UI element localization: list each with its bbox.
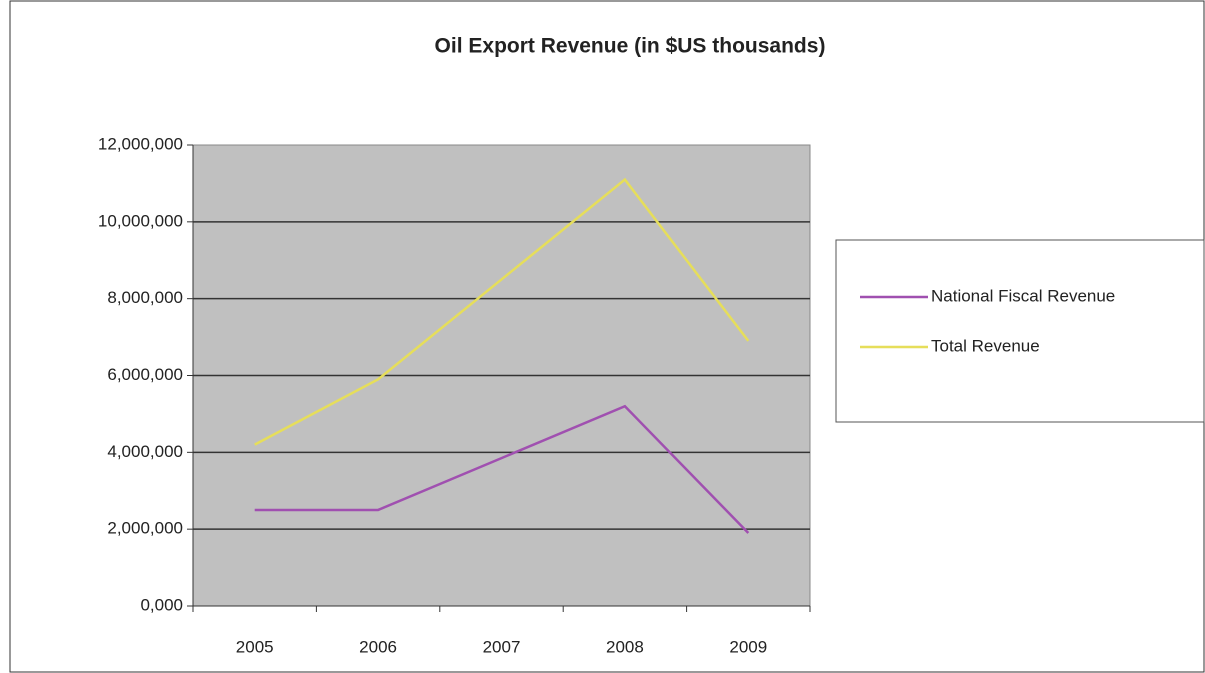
x-tick-label: 2005 bbox=[236, 637, 274, 656]
legend-label: National Fiscal Revenue bbox=[931, 286, 1115, 305]
y-tick-label: 2,000,000 bbox=[107, 519, 183, 538]
legend-box bbox=[835, 239, 1205, 423]
chart-title: Oil Export Revenue (in $US thousands) bbox=[435, 35, 826, 58]
y-tick-label: 10,000,000 bbox=[98, 211, 183, 230]
y-tick-label: 8,000,000 bbox=[107, 288, 183, 307]
x-tick-label: 2006 bbox=[359, 637, 397, 656]
y-tick-label: 6,000,000 bbox=[107, 365, 183, 384]
series-line bbox=[254, 177, 750, 446]
y-tick-label: 12,000,000 bbox=[98, 134, 183, 153]
legend-label: Total Revenue bbox=[931, 336, 1040, 355]
x-tick-label: 2009 bbox=[729, 637, 767, 656]
series-line bbox=[254, 404, 750, 534]
y-tick-label: 4,000,000 bbox=[107, 442, 183, 461]
y-tick-label: 0,000 bbox=[140, 595, 183, 614]
x-tick-label: 2008 bbox=[606, 637, 644, 656]
x-tick-label: 2007 bbox=[483, 637, 521, 656]
